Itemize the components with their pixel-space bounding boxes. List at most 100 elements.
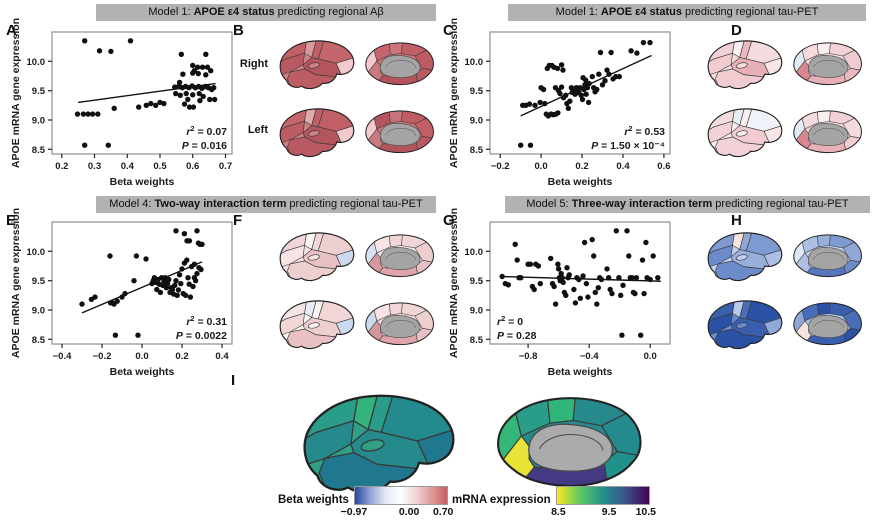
mrna-expression-colorbar: mRNA expression 8.5 9.5 10.5 <box>452 486 656 519</box>
svg-text:8.5: 8.5 <box>470 145 484 156</box>
header-bold: APOE ε4 status <box>193 6 275 18</box>
svg-text:0.2: 0.2 <box>55 161 68 172</box>
svg-text:APOE mRNA gene expression: APOE mRNA gene expression <box>10 18 22 168</box>
brain-lateral-view <box>279 232 355 282</box>
section-header-model1-abeta: Model 1: APOE ε4 status predicting regio… <box>96 4 436 21</box>
svg-text:9.0: 9.0 <box>470 116 483 127</box>
svg-text:0.2: 0.2 <box>575 161 588 172</box>
mrna-colorbar-stack: 8.5 9.5 10.5 <box>551 486 656 519</box>
hemisphere-label-right: Right <box>239 58 268 70</box>
panel-letter-h: H <box>731 212 742 229</box>
svg-text:9.5: 9.5 <box>32 276 46 287</box>
section-header-model4-tau: Model 4: Two-way interaction term predic… <box>96 196 436 213</box>
brain-maps-panel-i <box>290 386 646 499</box>
svg-text:APOE mRNA gene expression: APOE mRNA gene expression <box>448 18 460 168</box>
svg-text:0.3: 0.3 <box>88 161 101 172</box>
svg-text:0.6: 0.6 <box>186 161 199 172</box>
brain-lateral-view <box>707 232 783 282</box>
svg-text:APOE mRNA gene expression: APOE mRNA gene expression <box>448 208 460 358</box>
svg-text:r2 = 0.31: r2 = 0.31 <box>186 314 227 328</box>
brain-lateral-view <box>279 108 355 158</box>
header-prefix: Model 4: <box>109 198 155 210</box>
svg-text:0.0: 0.0 <box>644 351 657 362</box>
brain-maps-panel-d <box>700 30 866 166</box>
brain-medial-view <box>365 302 434 346</box>
panel-letter-b: B <box>233 22 244 39</box>
colorbar-tick-label: 9.5 <box>601 506 617 518</box>
svg-text:P = 0.0022: P = 0.0022 <box>176 330 227 342</box>
panel-letter-e: E <box>6 212 17 229</box>
svg-text:0.2: 0.2 <box>175 351 188 362</box>
header-suffix: predicting regional tau-PET <box>712 198 849 210</box>
svg-text:8.5: 8.5 <box>470 335 484 346</box>
svg-text:9.0: 9.0 <box>32 116 45 127</box>
svg-text:8.5: 8.5 <box>32 335 46 346</box>
brain-maps-panel-h <box>700 222 866 358</box>
brain-medial-view <box>365 110 434 154</box>
svg-text:0.6: 0.6 <box>657 161 670 172</box>
svg-text:9.5: 9.5 <box>470 86 484 97</box>
svg-text:8.5: 8.5 <box>32 145 46 156</box>
svg-text:P = 1.50 × 10⁻⁴: P = 1.50 × 10⁻⁴ <box>591 140 665 152</box>
svg-text:10.0: 10.0 <box>27 247 46 258</box>
svg-text:0.5: 0.5 <box>153 161 167 172</box>
brain-lateral-view <box>279 300 355 350</box>
scatter-plot-g: −0.8 −0.4 0.0 8.5 9.0 9.5 10.0 Beta weights APOE… <box>448 208 671 378</box>
header-prefix: Model 5: <box>526 198 572 210</box>
brain-lateral-view <box>707 40 783 90</box>
header-suffix: predicting regional tau-PET <box>286 198 423 210</box>
svg-text:0.4: 0.4 <box>121 161 135 172</box>
panel-letter-c: C <box>443 22 454 39</box>
brain-maps-panel-f <box>272 222 438 358</box>
colorbar-tick-label: −0.97 <box>340 506 368 518</box>
beta-colorbar-stack: −0.97 0.00 0.70 <box>341 486 454 519</box>
brain-lateral-view <box>707 108 783 158</box>
svg-text:10.0: 10.0 <box>465 57 484 68</box>
svg-text:0.0: 0.0 <box>135 351 148 362</box>
beta-colorbar-label: Beta weights <box>278 494 349 506</box>
svg-text:r2 = 0.07: r2 = 0.07 <box>186 124 227 138</box>
header-suffix: predicting regional tau-PET <box>681 6 819 18</box>
svg-text:Beta weights: Beta weights <box>548 366 613 378</box>
svg-text:Beta weights: Beta weights <box>110 366 175 378</box>
brain-lateral-view <box>279 40 355 90</box>
beta-colorbar-ticks: −0.97 0.00 0.70 <box>341 505 454 519</box>
mrna-colorbar-ticks: 8.5 9.5 10.5 <box>551 505 656 519</box>
header-prefix: Model 1: <box>148 6 194 18</box>
svg-text:9.0: 9.0 <box>470 306 483 317</box>
svg-text:r2 = 0.53: r2 = 0.53 <box>624 124 665 138</box>
brain-medial-view <box>365 42 434 86</box>
header-bold: APOE ε4 status <box>600 6 682 18</box>
svg-text:9.5: 9.5 <box>470 276 484 287</box>
section-header-model5-tau: Model 5: Three-way interaction term pred… <box>505 196 870 213</box>
scatter-plot-a: 0.2 0.3 0.4 0.5 0.6 0.7 8.5 9.0 9.5 10.0 Beta weig… <box>10 18 233 188</box>
svg-text:−0.4: −0.4 <box>53 351 72 362</box>
panel-letter-a: A <box>6 22 17 39</box>
mrna-gradient-bar <box>555 486 650 505</box>
brain-maps-panel-b <box>272 30 438 166</box>
svg-text:Beta weights: Beta weights <box>548 176 613 188</box>
svg-text:P = 0.28: P = 0.28 <box>497 330 537 342</box>
colorbar-tick-label: 0.00 <box>398 506 420 518</box>
brain-lateral-view <box>303 394 455 494</box>
brain-lateral-view <box>707 300 783 350</box>
mrna-colorbar-label: mRNA expression <box>452 494 551 506</box>
brain-medial-view <box>793 110 862 154</box>
brain-medial-view <box>793 234 862 278</box>
svg-text:0.7: 0.7 <box>219 161 232 172</box>
header-bold: Two-way interaction term <box>154 198 287 210</box>
svg-text:10.0: 10.0 <box>465 247 484 258</box>
scatter-plot-c: −0.2 0.0 0.2 0.4 0.6 8.5 9.0 9.5 10.0 Beta weight… <box>448 18 671 188</box>
brain-medial-view <box>793 302 862 346</box>
panel-letter-d: D <box>731 22 742 39</box>
svg-text:9.5: 9.5 <box>32 86 46 97</box>
svg-text:r2 = 0: r2 = 0 <box>497 314 523 328</box>
panel-letter-f: F <box>233 212 243 229</box>
header-prefix: Model 1: <box>555 6 601 18</box>
colorbar-tick-label: 10.5 <box>635 506 657 518</box>
svg-text:Beta weights: Beta weights <box>110 176 175 188</box>
svg-text:10.0: 10.0 <box>27 57 46 68</box>
beta-weights-colorbar: Beta weights −0.97 0.00 0.70 <box>278 486 454 519</box>
hemisphere-label-left: Left <box>247 124 268 136</box>
